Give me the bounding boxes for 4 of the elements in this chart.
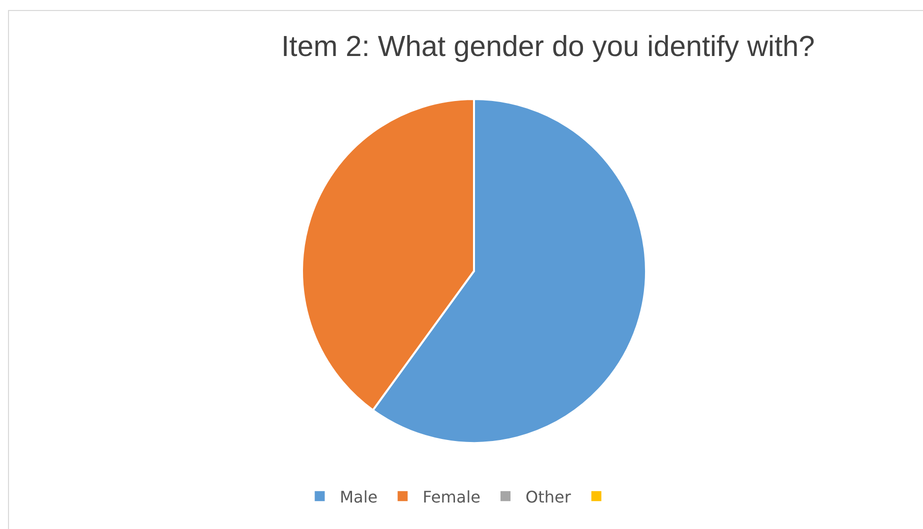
legend-label: Male	[340, 487, 378, 506]
chart-title: Item 2: What gender do you identify with?	[281, 31, 815, 64]
legend-label: Other	[525, 487, 572, 506]
legend-label: Female	[422, 487, 480, 506]
